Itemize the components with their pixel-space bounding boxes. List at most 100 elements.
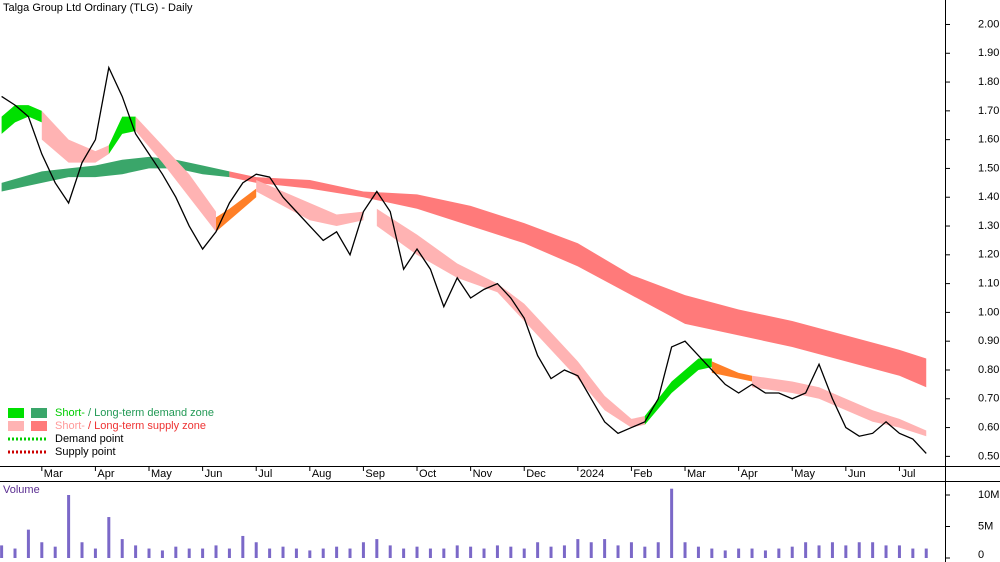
volume-bar bbox=[737, 548, 741, 558]
volume-bar bbox=[522, 548, 526, 558]
x-tick-label: Sep bbox=[365, 468, 385, 480]
y-tick-label: 1.90 bbox=[978, 47, 999, 59]
x-tick-label: May bbox=[151, 468, 172, 480]
x-tick-label: Aug bbox=[312, 468, 332, 480]
x-tick-label: Jun bbox=[848, 468, 866, 480]
y-tick-label: 0 bbox=[978, 549, 984, 561]
zone bbox=[229, 171, 927, 388]
legend-short: Short- bbox=[55, 407, 85, 419]
volume-bar bbox=[683, 542, 687, 558]
volume-bar bbox=[187, 548, 191, 558]
volume-bar bbox=[750, 548, 754, 558]
volume-bar bbox=[763, 550, 767, 558]
y-tick-label: 1.70 bbox=[978, 105, 999, 117]
volume-bar bbox=[294, 548, 298, 558]
volume-bar bbox=[817, 545, 821, 558]
zone bbox=[376, 208, 645, 428]
volume-bar bbox=[160, 550, 164, 558]
x-tick-label: Apr bbox=[97, 468, 114, 480]
x-tick-label: Mar bbox=[44, 468, 63, 480]
volume-bar bbox=[509, 546, 513, 558]
volume-bar bbox=[924, 548, 928, 558]
volume-bar bbox=[335, 546, 339, 558]
volume-bar bbox=[120, 539, 124, 558]
y-tick-label: 10M bbox=[978, 489, 999, 501]
legend-swatch bbox=[8, 408, 24, 418]
y-tick-label: 0.50 bbox=[978, 450, 999, 462]
volume-bar bbox=[26, 529, 30, 558]
zone bbox=[711, 361, 753, 382]
volume-bar bbox=[536, 542, 540, 558]
y-tick-label: 1.50 bbox=[978, 162, 999, 174]
volume-bar bbox=[616, 545, 620, 558]
volume-bar bbox=[884, 545, 888, 558]
volume-bar bbox=[241, 535, 245, 558]
volume-bar bbox=[0, 545, 4, 558]
volume-bar bbox=[13, 548, 17, 558]
volume-bar bbox=[696, 546, 700, 558]
zone bbox=[135, 116, 217, 232]
zone bbox=[41, 110, 109, 163]
legend-label: Supply point bbox=[55, 446, 116, 458]
x-tick-label: Dec bbox=[526, 468, 546, 480]
price-line bbox=[1, 65, 927, 454]
volume-bar bbox=[549, 546, 553, 558]
x-tick-label: Jun bbox=[205, 468, 223, 480]
volume-bar bbox=[603, 539, 607, 558]
legend-label: Short- / Long-term supply zone bbox=[55, 420, 206, 432]
volume-bar bbox=[589, 542, 593, 558]
volume-bar bbox=[442, 548, 446, 558]
volume-bar bbox=[281, 546, 285, 558]
zone bbox=[752, 375, 927, 437]
x-tick-label: 2024 bbox=[580, 468, 604, 480]
volume-bar bbox=[469, 546, 473, 558]
legend-long: Long-term demand zone bbox=[94, 407, 214, 419]
volume-bar bbox=[80, 542, 84, 558]
legend-short: Short- bbox=[55, 420, 85, 432]
volume-bar bbox=[670, 488, 674, 558]
volume-bar bbox=[361, 542, 365, 558]
legend-long: Long-term supply zone bbox=[94, 420, 206, 432]
y-tick-label: 0.70 bbox=[978, 393, 999, 405]
volume-bar bbox=[576, 539, 580, 558]
x-tick-label: Feb bbox=[633, 468, 652, 480]
volume-bar bbox=[348, 548, 352, 558]
volume-bar bbox=[710, 548, 714, 558]
volume-bar bbox=[830, 542, 834, 558]
zone bbox=[216, 188, 257, 232]
volume-bar bbox=[402, 548, 406, 558]
volume-bar bbox=[308, 550, 312, 558]
volume-bar bbox=[201, 548, 205, 558]
volume-bar bbox=[562, 545, 566, 558]
volume-bar bbox=[93, 548, 97, 558]
volume-bar bbox=[643, 546, 647, 558]
y-tick-label: 5M bbox=[978, 520, 993, 532]
volume-bar bbox=[455, 545, 459, 558]
volume-bar bbox=[723, 550, 727, 558]
x-tick-label: Apr bbox=[741, 468, 758, 480]
volume-bar bbox=[268, 548, 272, 558]
volume-bar bbox=[147, 548, 151, 558]
zone bbox=[256, 179, 364, 227]
y-tick-label: 0.80 bbox=[978, 364, 999, 376]
y-tick-label: 1.60 bbox=[978, 134, 999, 146]
volume-bar bbox=[656, 542, 660, 558]
volume-bar bbox=[53, 546, 57, 558]
volume-bar bbox=[777, 548, 781, 558]
legend-sep: / bbox=[85, 407, 94, 419]
legend-sep: / bbox=[85, 420, 94, 432]
volume-bar bbox=[857, 542, 861, 558]
legend-swatch bbox=[31, 408, 47, 418]
zone bbox=[108, 116, 136, 155]
volume-bar bbox=[871, 542, 875, 558]
volume-bar bbox=[495, 545, 499, 558]
x-tick-label: Jul bbox=[258, 468, 272, 480]
x-tick-label: Jul bbox=[901, 468, 915, 480]
volume-bar bbox=[804, 542, 808, 558]
volume-bar bbox=[897, 545, 901, 558]
y-tick-label: 1.10 bbox=[978, 278, 999, 290]
volume-bar bbox=[134, 545, 138, 558]
y-tick-label: 1.40 bbox=[978, 191, 999, 203]
volume-bar bbox=[174, 546, 178, 558]
volume-bar bbox=[415, 546, 419, 558]
